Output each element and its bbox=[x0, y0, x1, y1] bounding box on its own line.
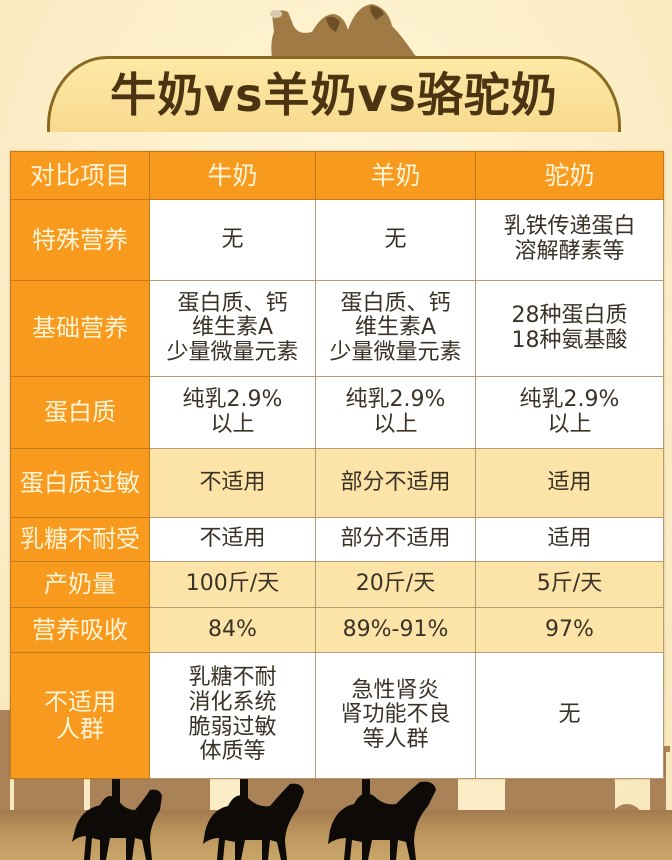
camel-cell: 纯乳2.9% 以上 bbox=[475, 376, 664, 449]
goat-cell: 部分不适用 bbox=[315, 448, 476, 518]
table-row: 基础营养 蛋白质、钙 维生素A 少量微量元素 蛋白质、钙 维生素A 少量微量元素 28种… bbox=[10, 280, 664, 377]
table-row: 特殊营养 无 无 乳铁传递蛋白 溶解酵素等 bbox=[10, 199, 664, 281]
header-cow-milk: 牛奶 bbox=[149, 151, 316, 200]
camel-cell: 28种蛋白质 18种氨基酸 bbox=[475, 280, 664, 377]
cow-cell: 无 bbox=[149, 199, 316, 281]
row-label: 蛋白质过敏 bbox=[10, 448, 150, 518]
table-row: 蛋白质过敏 不适用 部分不适用 适用 bbox=[10, 448, 664, 518]
row-label: 产奶量 bbox=[10, 561, 150, 608]
header-item: 对比项目 bbox=[10, 151, 150, 200]
table-row: 营养吸收 84% 89%-91% 97% bbox=[10, 607, 664, 653]
table-header-row: 对比项目 牛奶 羊奶 驼奶 bbox=[10, 151, 664, 200]
cow-cell: 84% bbox=[149, 607, 316, 653]
cow-cell: 不适用 bbox=[149, 517, 316, 562]
cow-cell: 蛋白质、钙 维生素A 少量微量元素 bbox=[149, 280, 316, 377]
cow-cell: 纯乳2.9% 以上 bbox=[149, 376, 316, 449]
goat-cell: 急性肾炎 肾功能不良 等人群 bbox=[315, 652, 476, 779]
row-label: 基础营养 bbox=[10, 280, 150, 377]
goat-cell: 无 bbox=[315, 199, 476, 281]
bactrian-camel-image bbox=[270, 4, 418, 58]
row-label: 乳糖不耐受 bbox=[10, 517, 150, 562]
title-banner: 牛奶vs羊奶vs骆驼奶 bbox=[47, 56, 621, 132]
camel-cell: 97% bbox=[475, 607, 664, 653]
page-title: 牛奶vs羊奶vs骆驼奶 bbox=[110, 68, 558, 122]
table-row: 不适用 人群 乳糖不耐 消化系统 脆弱过敏 体质等 急性肾炎 肾功能不良 等人群 无 bbox=[10, 652, 664, 779]
row-label: 特殊营养 bbox=[10, 199, 150, 281]
table-row: 蛋白质 纯乳2.9% 以上 纯乳2.9% 以上 纯乳2.9% 以上 bbox=[10, 376, 664, 449]
camel-cell: 适用 bbox=[475, 448, 664, 518]
header-goat-milk: 羊奶 bbox=[315, 151, 476, 200]
header-camel-milk: 驼奶 bbox=[475, 151, 664, 200]
cow-cell: 乳糖不耐 消化系统 脆弱过敏 体质等 bbox=[149, 652, 316, 779]
camel-cell: 乳铁传递蛋白 溶解酵素等 bbox=[475, 199, 664, 281]
camel-cell: 适用 bbox=[475, 517, 664, 562]
camel-caravan-icon bbox=[72, 770, 436, 860]
goat-cell: 20斤/天 bbox=[315, 561, 476, 608]
table-row: 产奶量 100斤/天 20斤/天 5斤/天 bbox=[10, 561, 664, 608]
row-label: 营养吸收 bbox=[10, 607, 150, 653]
comparison-table: 对比项目 牛奶 羊奶 驼奶 特殊营养 无 无 乳铁传递蛋白 溶解酵素等 基础营养 … bbox=[10, 151, 664, 779]
cow-cell: 100斤/天 bbox=[149, 561, 316, 608]
cow-cell: 不适用 bbox=[149, 448, 316, 518]
row-label: 蛋白质 bbox=[10, 376, 150, 449]
camel-cell: 无 bbox=[475, 652, 664, 779]
table-row: 乳糖不耐受 不适用 部分不适用 适用 bbox=[10, 517, 664, 562]
goat-cell: 纯乳2.9% 以上 bbox=[315, 376, 476, 449]
goat-cell: 蛋白质、钙 维生素A 少量微量元素 bbox=[315, 280, 476, 377]
goat-cell: 部分不适用 bbox=[315, 517, 476, 562]
camel-cell: 5斤/天 bbox=[475, 561, 664, 608]
goat-cell: 89%-91% bbox=[315, 607, 476, 653]
row-label: 不适用 人群 bbox=[10, 652, 150, 779]
